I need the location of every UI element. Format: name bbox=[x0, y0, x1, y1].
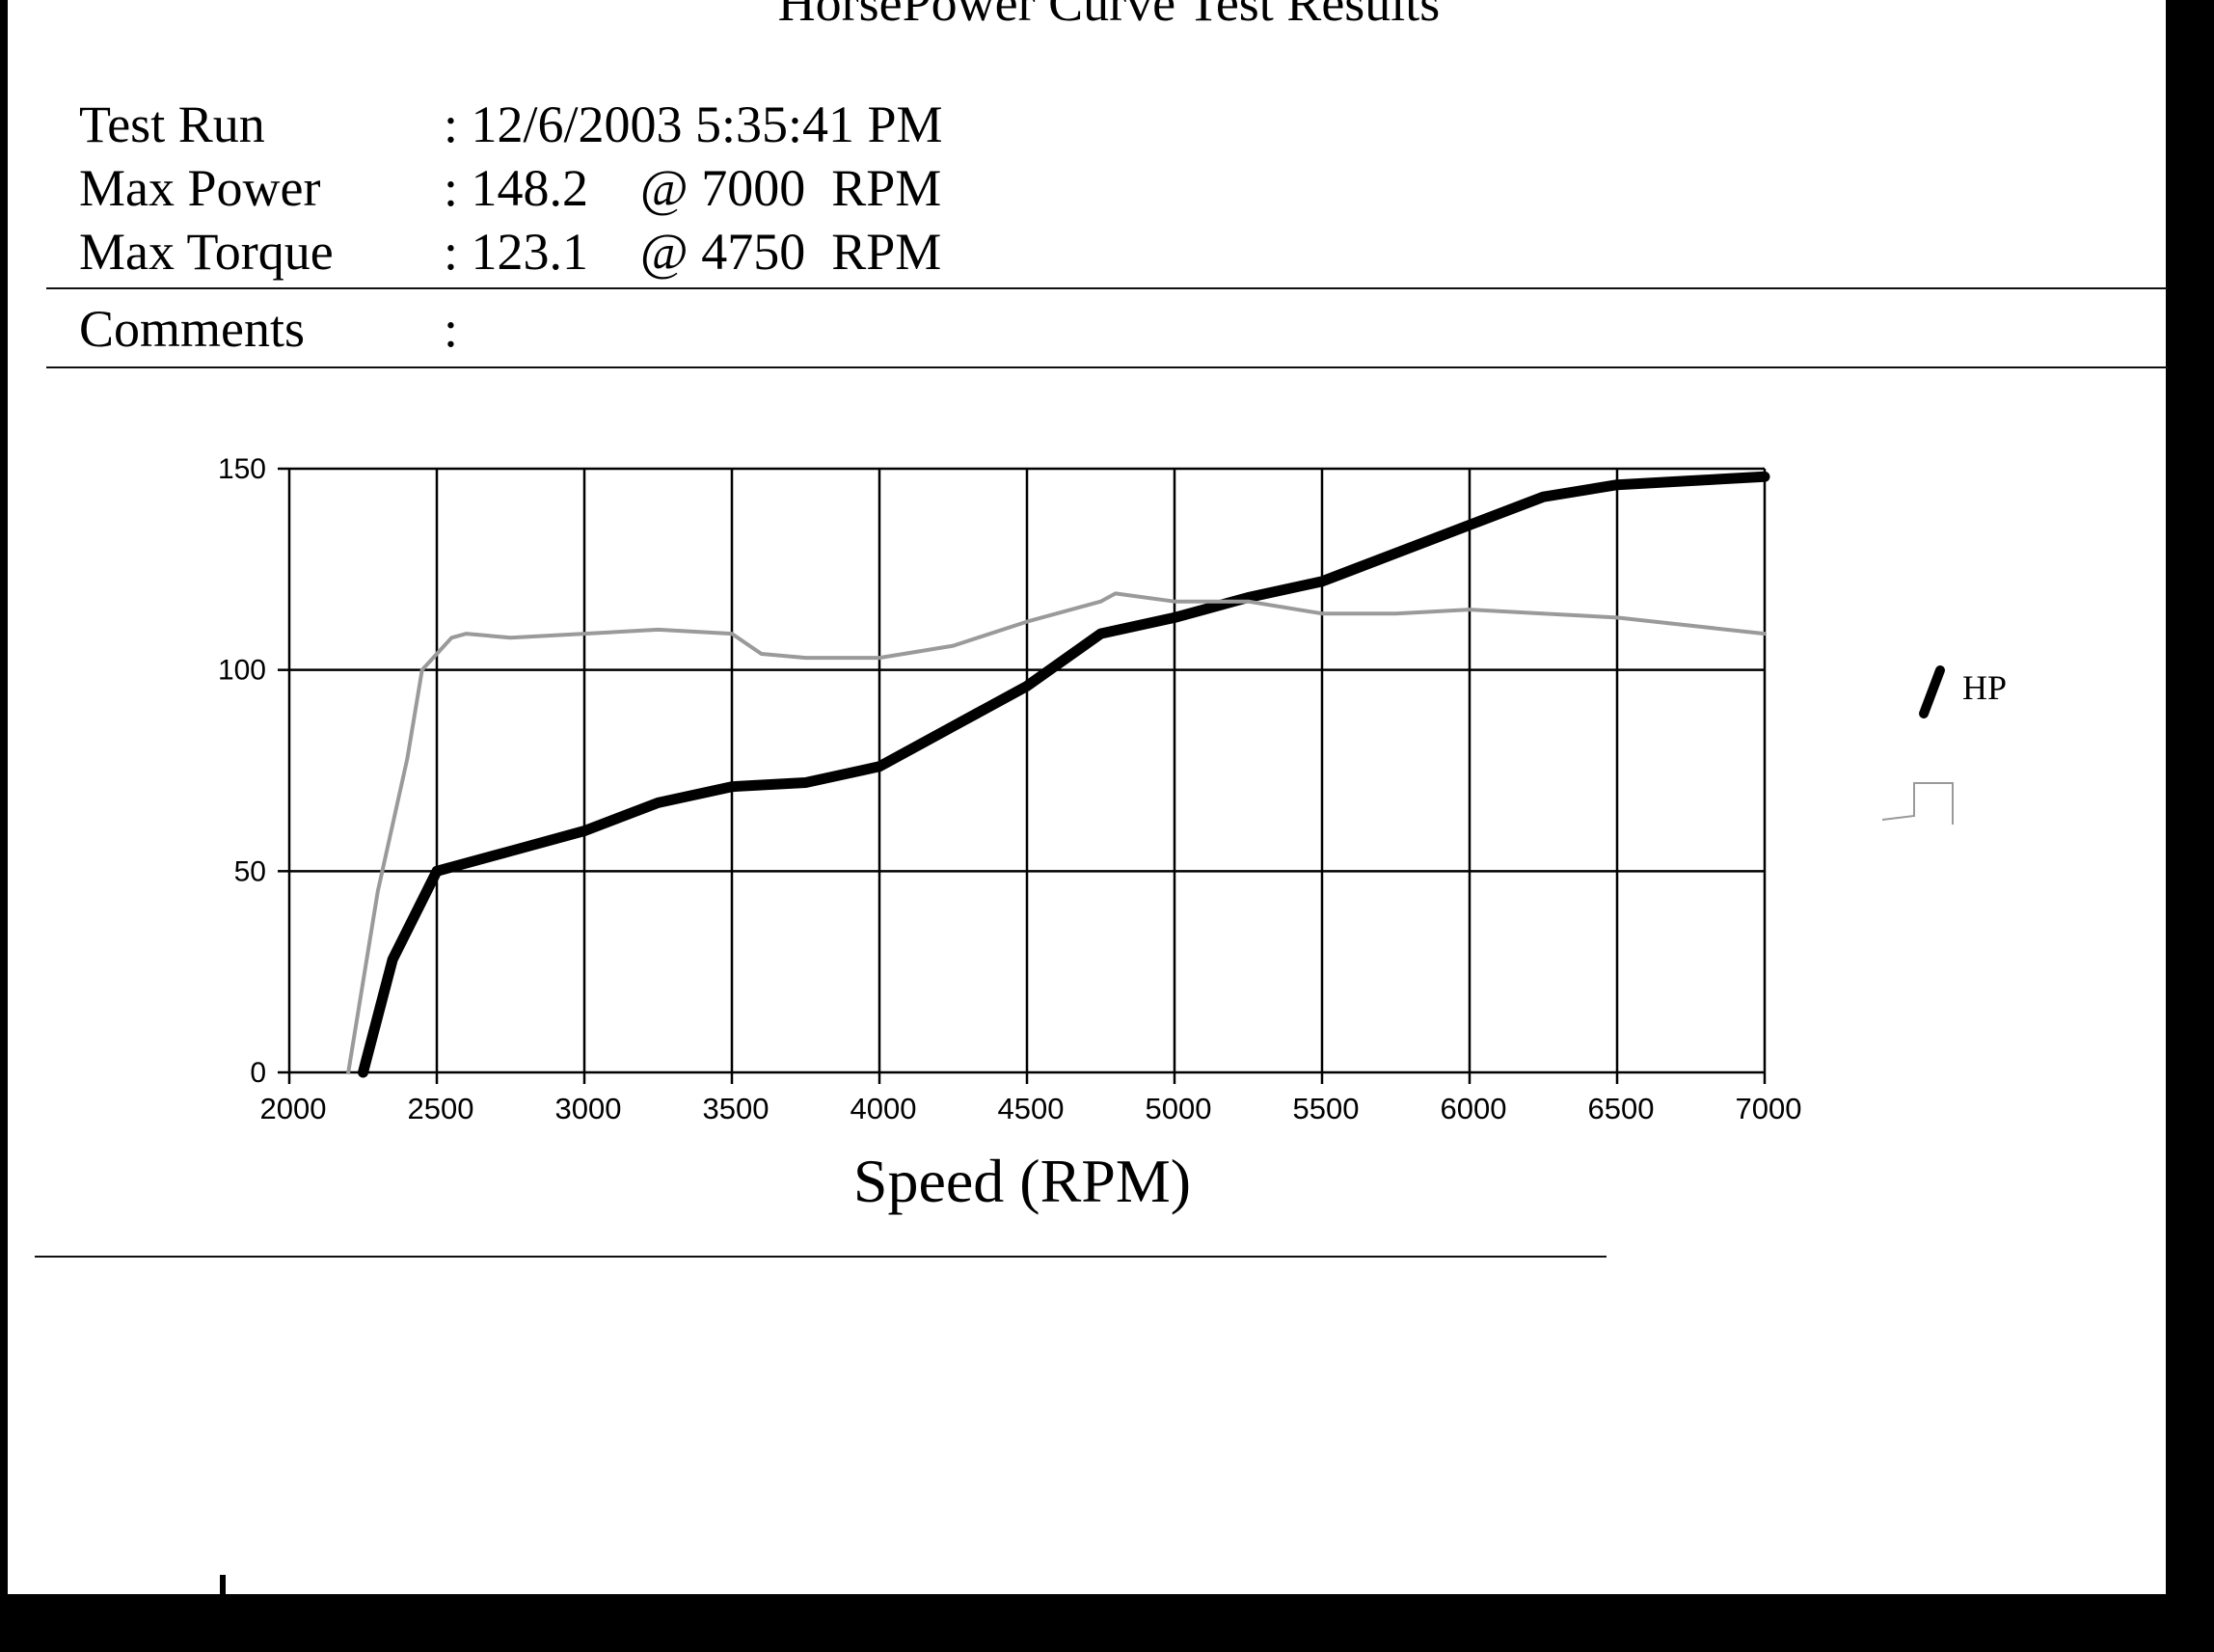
torque-point-22 bbox=[1468, 608, 1472, 611]
test-run-label: Test Run bbox=[79, 95, 265, 153]
torque-point-17 bbox=[1113, 591, 1118, 596]
y-tick-label-50: 50 bbox=[234, 855, 266, 887]
torque-point-6 bbox=[464, 632, 469, 636]
torque-point-10 bbox=[730, 632, 734, 636]
hp-point-11 bbox=[1095, 629, 1106, 639]
chart-ticks: 2000 2500 3000 3500 4000 4500 5000 5500 6000 6500… bbox=[218, 453, 1802, 1125]
max-power-label: Max Power bbox=[79, 159, 321, 217]
max-power-value: : 148.2 @ 7000 RPM bbox=[444, 159, 942, 217]
legend-swatch-torque bbox=[1881, 782, 1954, 825]
hp-point-16 bbox=[1465, 520, 1474, 530]
torque-point-18 bbox=[1173, 599, 1176, 604]
hp-point-2 bbox=[432, 866, 442, 877]
hp-point-12 bbox=[1170, 612, 1179, 623]
x-tick-label-2500: 2500 bbox=[408, 1092, 474, 1125]
chart-legend bbox=[1881, 665, 1954, 825]
hp-point-9 bbox=[948, 721, 958, 732]
hp-point-1 bbox=[388, 955, 398, 965]
scan-border-right bbox=[2166, 0, 2214, 1652]
hp-point-8 bbox=[875, 761, 884, 772]
torque-point-26 bbox=[1763, 632, 1767, 636]
torque-point-16 bbox=[1098, 599, 1103, 604]
hp-point-18 bbox=[1612, 479, 1622, 490]
comments-value: : bbox=[444, 300, 459, 358]
legend-swatch-hp bbox=[1919, 665, 1945, 718]
torque-point-0 bbox=[346, 1070, 351, 1074]
legend-label-hp: HP bbox=[1962, 668, 2008, 707]
hp-point-3 bbox=[505, 846, 516, 856]
max-torque-value: : 123.1 @ 4750 RPM bbox=[444, 223, 942, 281]
torque-point-2 bbox=[405, 756, 410, 761]
torque-point-23 bbox=[1541, 611, 1546, 616]
hp-point-17 bbox=[1538, 492, 1549, 502]
torque-point-24 bbox=[1615, 615, 1619, 620]
hp-point-14 bbox=[1317, 576, 1327, 586]
hp-point-10 bbox=[1022, 681, 1032, 691]
y-tick-label-100: 100 bbox=[218, 655, 266, 687]
chart-series bbox=[346, 471, 1770, 1078]
torque-point-13 bbox=[878, 656, 881, 660]
torque-point-14 bbox=[951, 643, 956, 648]
x-tick-label-6500: 6500 bbox=[1588, 1092, 1655, 1125]
hp-point-5 bbox=[653, 798, 663, 808]
x-axis-label: Speed (RPM) bbox=[852, 1147, 1192, 1215]
divider-middle bbox=[46, 366, 2168, 368]
scan-border-left bbox=[0, 0, 8, 1652]
x-tick-label-5000: 5000 bbox=[1146, 1092, 1212, 1125]
y-tick-label-0: 0 bbox=[250, 1057, 266, 1089]
x-tick-label-3500: 3500 bbox=[703, 1092, 770, 1125]
hp-point-6 bbox=[727, 781, 737, 792]
test-run-value: : 12/6/2003 5:35:41 PM bbox=[444, 95, 943, 153]
hp-point-15 bbox=[1390, 548, 1401, 558]
hp-point-0 bbox=[358, 1068, 368, 1077]
torque-point-12 bbox=[803, 656, 808, 660]
x-tick-label-2000: 2000 bbox=[260, 1092, 327, 1125]
scan-border-bottom bbox=[0, 1594, 2214, 1652]
hp-point-4 bbox=[580, 826, 589, 836]
divider-top bbox=[46, 287, 2168, 289]
x-tick-label-3000: 3000 bbox=[555, 1092, 622, 1125]
x-tick-label-5500: 5500 bbox=[1293, 1092, 1360, 1125]
y-tick-label-150: 150 bbox=[218, 453, 266, 485]
comments-label: Comments bbox=[79, 300, 306, 358]
chart-grid bbox=[278, 467, 1767, 1084]
page-title: HorsePower Curve Test Results bbox=[777, 0, 1441, 32]
torque-point-1 bbox=[375, 889, 380, 894]
torque-point-9 bbox=[656, 628, 661, 632]
series-line-hp bbox=[358, 471, 1770, 1078]
torque-point-5 bbox=[449, 636, 454, 640]
torque-point-19 bbox=[1246, 599, 1251, 604]
x-tick-label-6000: 6000 bbox=[1441, 1092, 1507, 1125]
torque-point-8 bbox=[582, 632, 586, 636]
hp-point-20 bbox=[1760, 472, 1769, 482]
x-tick-label-4000: 4000 bbox=[850, 1092, 917, 1125]
torque-point-11 bbox=[759, 652, 764, 656]
torque-point-7 bbox=[508, 636, 513, 640]
torque-point-20 bbox=[1320, 611, 1324, 616]
torque-point-21 bbox=[1393, 611, 1398, 616]
torque-point-3 bbox=[419, 667, 424, 672]
max-torque-label: Max Torque bbox=[79, 223, 334, 281]
torque-point-4 bbox=[435, 652, 439, 656]
x-tick-label-4500: 4500 bbox=[998, 1092, 1065, 1125]
hp-point-7 bbox=[800, 777, 811, 788]
torque-point-15 bbox=[1025, 619, 1029, 624]
divider-bottom bbox=[35, 1256, 1606, 1258]
torque-point-25 bbox=[1688, 623, 1693, 628]
scan-notch bbox=[220, 1575, 226, 1652]
hp-point-19 bbox=[1686, 475, 1696, 486]
x-tick-label-7000: 7000 bbox=[1736, 1092, 1802, 1125]
